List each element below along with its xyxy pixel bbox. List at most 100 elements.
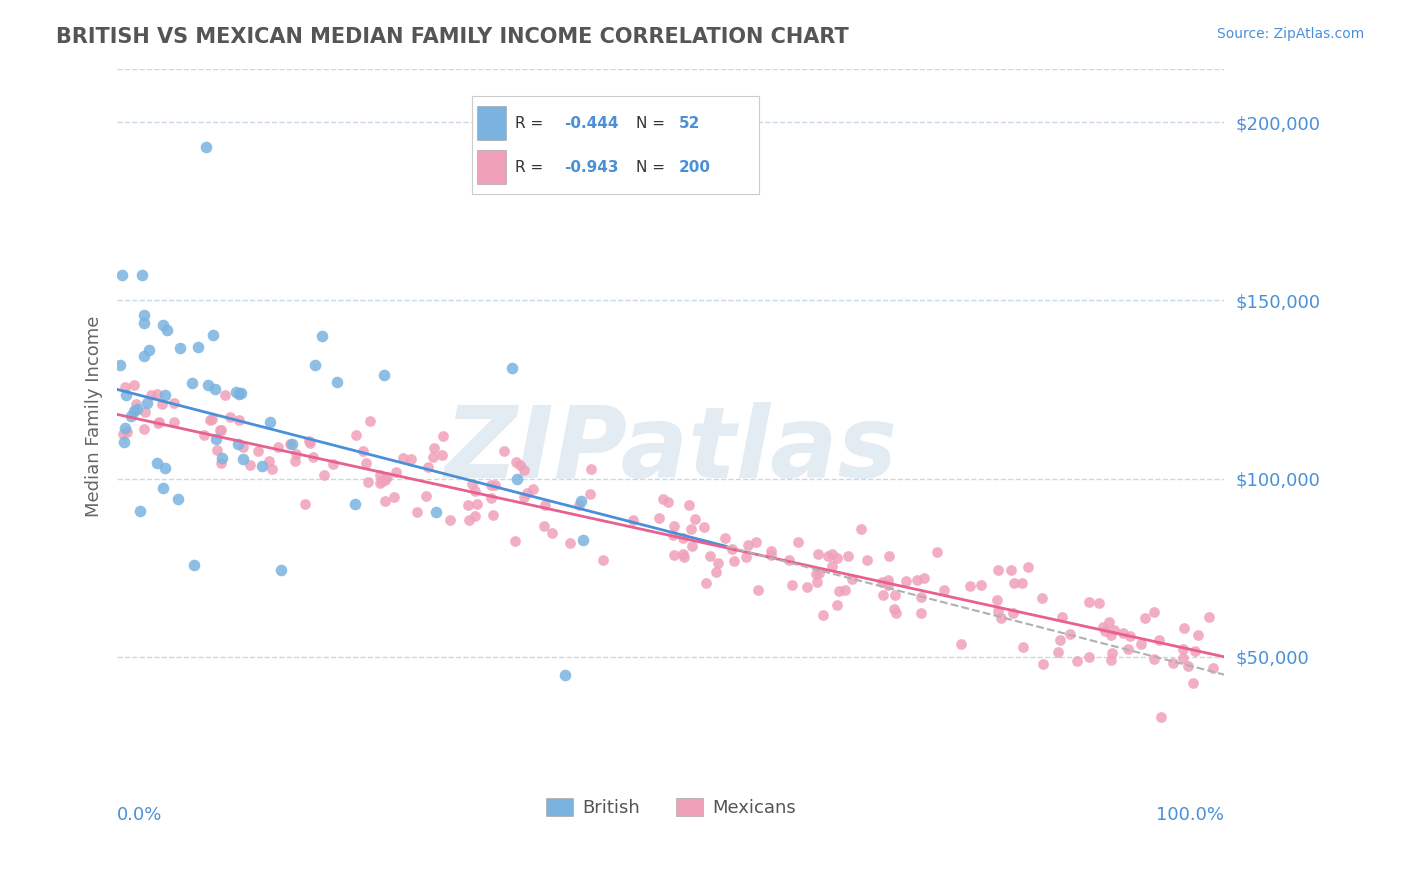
- Text: 0.0%: 0.0%: [117, 805, 163, 823]
- Point: [571, 533, 593, 547]
- Point: [872, 588, 894, 602]
- Point: [124, 404, 146, 418]
- Point: [115, 387, 138, 401]
- Point: [374, 494, 396, 508]
- Point: [1118, 642, 1140, 657]
- Point: [761, 548, 783, 562]
- Point: [124, 397, 146, 411]
- Point: [806, 574, 828, 589]
- Point: [146, 387, 169, 401]
- Point: [820, 547, 842, 561]
- Point: [481, 477, 503, 491]
- Point: [299, 435, 322, 450]
- Point: [699, 549, 721, 563]
- Point: [425, 505, 447, 519]
- Legend: British, Mexicans: British, Mexicans: [538, 790, 803, 824]
- Point: [304, 358, 326, 372]
- Point: [807, 547, 830, 561]
- Point: [870, 575, 893, 590]
- Point: [285, 447, 308, 461]
- Point: [970, 578, 993, 592]
- Point: [467, 497, 489, 511]
- Point: [239, 458, 262, 472]
- Point: [134, 405, 156, 419]
- Point: [1011, 575, 1033, 590]
- Point: [181, 376, 204, 390]
- Point: [399, 452, 422, 467]
- Point: [205, 432, 228, 446]
- Point: [155, 388, 177, 402]
- Point: [876, 573, 898, 587]
- Point: [884, 607, 907, 621]
- Point: [747, 582, 769, 597]
- Point: [481, 508, 503, 523]
- Point: [1119, 629, 1142, 643]
- Point: [735, 550, 758, 565]
- Point: [811, 608, 834, 623]
- Point: [128, 504, 150, 518]
- Point: [990, 611, 1012, 625]
- Point: [1098, 615, 1121, 630]
- Point: [266, 440, 288, 454]
- Point: [807, 566, 830, 580]
- Point: [837, 549, 859, 563]
- Point: [312, 468, 335, 483]
- Point: [568, 499, 591, 513]
- Point: [1187, 627, 1209, 641]
- Point: [111, 268, 134, 282]
- Point: [146, 456, 169, 470]
- Point: [201, 412, 224, 426]
- Text: ZIPatlas: ZIPatlas: [444, 402, 897, 500]
- Point: [1000, 563, 1022, 577]
- Point: [1133, 610, 1156, 624]
- Point: [1112, 626, 1135, 640]
- Y-axis label: Median Family Income: Median Family Income: [86, 316, 103, 516]
- Point: [1171, 650, 1194, 665]
- Point: [780, 577, 803, 591]
- Point: [231, 386, 253, 401]
- Point: [117, 425, 139, 439]
- Point: [479, 491, 502, 505]
- Point: [672, 547, 695, 561]
- Point: [132, 309, 155, 323]
- Point: [579, 487, 602, 501]
- Point: [281, 436, 304, 450]
- Point: [200, 413, 222, 427]
- Point: [138, 343, 160, 357]
- Point: [927, 545, 949, 559]
- Point: [131, 268, 153, 282]
- Point: [910, 607, 932, 621]
- Point: [311, 328, 333, 343]
- Point: [368, 476, 391, 491]
- Point: [461, 477, 484, 491]
- Point: [681, 522, 703, 536]
- Point: [1002, 575, 1025, 590]
- Point: [169, 341, 191, 355]
- Point: [152, 318, 174, 332]
- Point: [322, 457, 344, 471]
- Point: [294, 497, 316, 511]
- Point: [464, 483, 486, 498]
- Point: [262, 462, 284, 476]
- Point: [986, 592, 1008, 607]
- Point: [415, 489, 437, 503]
- Point: [932, 583, 955, 598]
- Point: [1059, 627, 1081, 641]
- Point: [146, 416, 169, 430]
- Point: [357, 475, 380, 489]
- Point: [707, 556, 730, 570]
- Point: [804, 567, 827, 582]
- Point: [204, 382, 226, 396]
- Point: [298, 434, 321, 449]
- Point: [987, 563, 1010, 577]
- Point: [416, 459, 439, 474]
- Text: Source: ZipAtlas.com: Source: ZipAtlas.com: [1216, 27, 1364, 41]
- Point: [228, 413, 250, 427]
- Point: [166, 491, 188, 506]
- Point: [1088, 596, 1111, 610]
- Point: [457, 498, 479, 512]
- Point: [1066, 654, 1088, 668]
- Point: [343, 497, 366, 511]
- Point: [423, 442, 446, 456]
- Point: [218, 409, 240, 424]
